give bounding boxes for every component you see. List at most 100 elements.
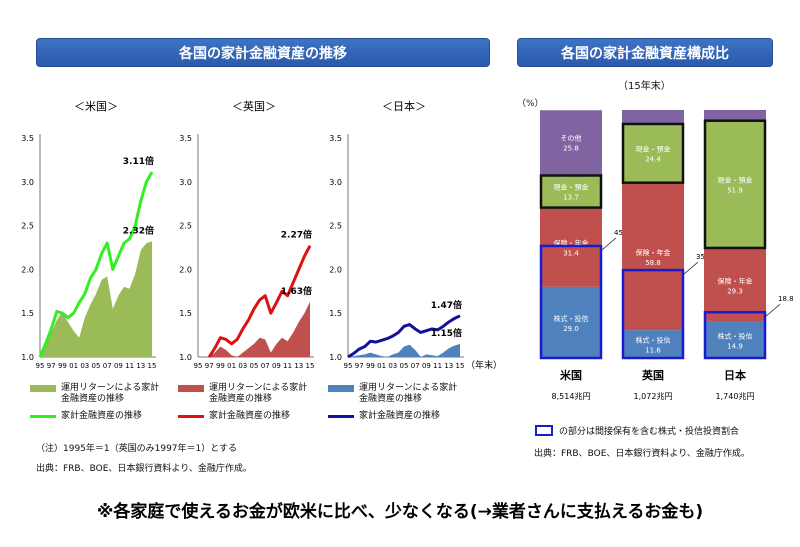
indirect-equity-box (621, 268, 685, 360)
bar-segment (704, 248, 766, 322)
bar-segment (540, 110, 602, 175)
segment-value-label: 29.0 (563, 325, 579, 333)
legend-text: 家計金融資産の推移 (209, 411, 291, 421)
note: （注）1995年＝1（英国のみ1997年＝1）とする (36, 444, 237, 454)
x-tick-label: 99 (58, 362, 67, 370)
y-tick-label: 1.0 (21, 353, 34, 362)
segment-value-label: 14.9 (727, 342, 743, 350)
x-tick-label: 09 (272, 362, 281, 370)
box-legend-swatch (535, 425, 553, 436)
box-legend-text: の部分は間接保有を含む株式・投信投資割合 (559, 427, 740, 437)
bar-segment (622, 110, 684, 123)
chart-title: ＜米国＞ (74, 100, 118, 113)
segment-name-label: 保険・年金 (554, 239, 589, 248)
x-tick-label: 05 (250, 362, 259, 370)
area-end-label: 1.15倍 (431, 327, 462, 339)
segment-value-label: 51.9 (727, 186, 743, 194)
x-tick-label: 97 (205, 362, 214, 370)
legend-text: 金融資産の推移 (61, 394, 125, 404)
y-tick-label: 1.5 (329, 309, 342, 318)
segment-value-label: 11.6 (645, 347, 661, 355)
total-label: 1,740兆円 (716, 391, 755, 401)
x-tick-label: 05 (92, 362, 101, 370)
bar-segment (622, 183, 684, 331)
segment-name-label: 株式・投信 (718, 331, 753, 340)
growth-chart-uk: ＜英国＞ 1.0 1.5 2.0 2.5 3.0 3.5 95 97 99 01 03 05 07 09 11… (179, 99, 314, 370)
left-panel-title: 各国の家計金融資産の推移 (36, 38, 490, 67)
leader-line (683, 261, 699, 275)
legend-swatch-jp-line (328, 415, 354, 418)
legend-swatch-uk-line (178, 415, 204, 418)
total-label: 1,072兆円 (634, 391, 673, 401)
composition-chart: 株式・投信29.0保険・年金31.4現金・預金13.7その他25.845.4米国… (539, 110, 794, 401)
segment-value-label: 13.7 (563, 194, 579, 202)
x-tick-label: 15 (456, 362, 465, 370)
bar-segment (622, 330, 684, 359)
x-tick-label: 97 (47, 362, 56, 370)
segment-value-label: 25.8 (563, 144, 579, 152)
segment-value-label: 31.4 (563, 250, 579, 258)
right-subtitle: （15年末） (618, 81, 671, 92)
legend-swatch-jp-area (328, 385, 354, 392)
legend-jp-area: 運用リターンによる家計 金融資産の推移 (328, 383, 457, 405)
growth-chart-us: ＜米国＞ 1.0 1.5 2.0 2.5 3.0 3.5 95 97 99 01 03 05 07 09 11… (21, 100, 156, 370)
segment-name-label: 保険・年金 (636, 248, 671, 257)
x-tick-label: 13 (136, 362, 145, 370)
cash-highlight-box (703, 119, 767, 250)
legend-swatch-uk-area (178, 385, 204, 392)
y-tick-label: 2.0 (329, 265, 342, 274)
y-unit-label: （%） (517, 99, 544, 109)
segment-value-label: 29.3 (727, 287, 743, 295)
right-panel-title: 各国の家計金融資産構成比 (517, 38, 773, 67)
legend-text: 運用リターンによる家計 (359, 383, 458, 393)
y-tick-label: 3.0 (21, 178, 34, 187)
indirect-equity-label: 18.8 (778, 295, 794, 303)
segment-name-label: 現金・預金 (554, 183, 589, 192)
growth-chart-jp: ＜日本＞ 1.0 1.5 2.0 2.5 3.0 3.5 95 97 99 01 03 05 07 09 11… (329, 99, 500, 371)
footer-remark: ※各家庭で使えるお金が欧米に比べ、少なくなる(→業者さんに支払えるお金も) (96, 502, 704, 522)
segment-name-label: 現金・預金 (718, 175, 753, 184)
legend-text: 金融資産の推移 (359, 394, 423, 404)
x-tick-label: 11 (283, 362, 292, 370)
area-end-label: 2.32倍 (123, 224, 154, 236)
legend-swatch-us-line (30, 415, 56, 418)
y-tick-label: 3.0 (329, 178, 342, 187)
y-tick-label: 2.0 (21, 265, 34, 274)
y-tick-label: 2.5 (329, 222, 342, 231)
x-tick-label: 95 (36, 362, 45, 370)
chart-title: ＜英国＞ (232, 99, 276, 113)
x-tick-label: 07 (103, 362, 112, 370)
stacked-bar-1: 株式・投信 11.6 保険・年金 58.8 現金・預金 24.4 35.7 英国 1,072兆円 (621, 110, 712, 401)
chart-title: ＜日本＞ (382, 99, 426, 113)
category-label: 米国 (559, 368, 582, 382)
stacked-bar-0: 株式・投信29.0保険・年金31.4現金・預金13.7その他25.845.4米国… (539, 110, 630, 401)
x-tick-label: 09 (422, 362, 431, 370)
area-series (209, 301, 310, 357)
bar-segment (540, 286, 602, 359)
y-tick-label: 2.5 (21, 222, 34, 231)
x-tick-label: 03 (80, 362, 89, 370)
y-tick-label: 1.5 (21, 309, 34, 318)
cash-highlight-box (621, 122, 685, 184)
x-tick-label: 11 (125, 362, 134, 370)
legend-swatch-us-area (30, 385, 56, 392)
y-tick-label: 3.0 (179, 178, 192, 187)
x-tick-label: 13 (294, 362, 303, 370)
legend-us-area: 運用リターンによる家計 金融資産の推移 (30, 383, 159, 405)
x-unit-label: （年末） (466, 359, 500, 371)
line-series (38, 171, 154, 358)
y-tick-label: 1.0 (179, 353, 192, 362)
y-tick-label: 3.5 (179, 134, 192, 143)
area-end-label: 1.63倍 (281, 285, 312, 297)
y-tick-label: 3.5 (329, 134, 342, 143)
segment-name-label: 株式・投信 (554, 314, 589, 323)
category-label: 日本 (724, 368, 746, 382)
y-tick-label: 3.5 (21, 134, 34, 143)
segment-name-label: その他 (561, 133, 582, 142)
y-tick-label: 2.0 (179, 265, 192, 274)
left-source: 出典：FRB、BOE、日本銀行資料より、金融庁作成。 (36, 464, 252, 474)
x-tick-label: 95 (344, 362, 353, 370)
legend-text: 金融資産の推移 (209, 394, 273, 404)
x-tick-label: 01 (227, 362, 236, 370)
segment-value-label: 24.4 (645, 155, 661, 163)
